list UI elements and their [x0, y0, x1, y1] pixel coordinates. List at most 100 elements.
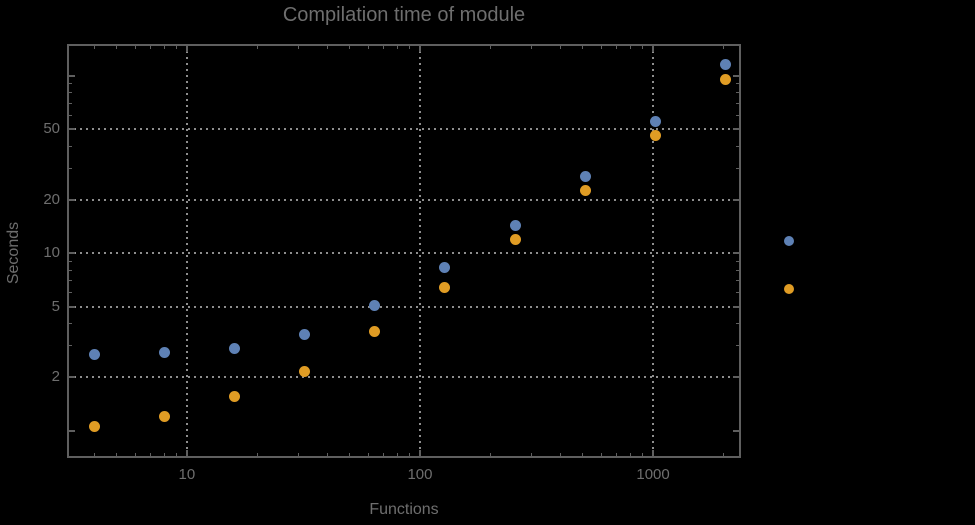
- legend-marker-series-2: [784, 284, 794, 294]
- x-tick: [489, 453, 491, 457]
- x-tick: [641, 45, 643, 49]
- x-tick: [175, 45, 177, 49]
- y-tick: [736, 92, 740, 94]
- x-tick: [383, 45, 385, 49]
- x-tick: [134, 453, 136, 457]
- data-point-series-1: [158, 347, 170, 359]
- y-tick-label: 5: [51, 297, 60, 315]
- x-tick: [722, 453, 724, 457]
- x-tick: [408, 453, 410, 457]
- x-tick: [629, 453, 631, 457]
- chart-title: Compilation time of module: [282, 4, 526, 26]
- x-tick: [185, 45, 188, 52]
- plot-frame: [67, 44, 741, 458]
- x-tick: [489, 45, 491, 49]
- x-tick: [150, 45, 152, 49]
- data-point-series-2: [158, 411, 170, 423]
- y-tick: [68, 429, 75, 432]
- y-tick: [733, 198, 740, 201]
- x-tick: [408, 45, 410, 49]
- gridline-x: [185, 45, 188, 457]
- gridline-y: [68, 252, 740, 255]
- y-tick: [68, 260, 72, 262]
- data-point-series-2: [299, 366, 311, 378]
- x-tick: [652, 450, 655, 457]
- data-point-series-2: [579, 185, 591, 197]
- data-point-series-1: [228, 343, 240, 355]
- gridline-y: [68, 128, 740, 131]
- data-point-series-2: [439, 282, 451, 294]
- y-tick-label: 2: [51, 368, 60, 386]
- x-tick-label: 100: [407, 466, 433, 483]
- x-tick: [616, 453, 618, 457]
- x-tick: [256, 45, 258, 49]
- x-tick: [93, 453, 95, 457]
- y-tick: [68, 168, 72, 169]
- y-tick: [736, 168, 740, 169]
- y-tick: [68, 305, 75, 308]
- y-tick: [68, 323, 72, 325]
- x-tick: [722, 45, 724, 49]
- x-tick: [582, 45, 584, 49]
- data-point-series-2: [88, 421, 100, 433]
- data-point-series-1: [439, 262, 451, 274]
- y-tick: [736, 269, 740, 271]
- x-tick: [93, 45, 95, 49]
- x-tick-label: 1000: [636, 466, 670, 483]
- y-tick: [68, 145, 72, 147]
- y-tick: [68, 292, 72, 294]
- y-tick-label: 50: [43, 120, 60, 138]
- y-tick: [736, 345, 740, 347]
- y-tick: [736, 280, 740, 282]
- x-tick: [116, 45, 118, 49]
- gridline-y: [68, 305, 740, 308]
- y-tick: [733, 128, 740, 131]
- data-point-series-1: [299, 328, 311, 340]
- y-tick: [736, 83, 740, 85]
- x-tick: [383, 453, 385, 457]
- y-tick: [68, 376, 75, 379]
- y-tick: [733, 429, 740, 432]
- y-tick: [736, 292, 740, 294]
- y-tick: [736, 102, 740, 104]
- x-tick-label: 10: [178, 466, 196, 483]
- x-axis-label: Functions: [369, 501, 439, 518]
- data-point-series-2: [228, 391, 240, 403]
- x-tick: [175, 453, 177, 457]
- gridline-x: [652, 45, 655, 457]
- data-point-series-2: [509, 234, 521, 246]
- data-point-series-1: [649, 116, 661, 128]
- x-tick: [116, 453, 118, 457]
- y-tick: [68, 269, 72, 271]
- x-tick: [530, 45, 532, 49]
- y-tick: [68, 114, 72, 116]
- x-tick: [349, 45, 351, 49]
- y-tick-label: 20: [43, 190, 60, 208]
- x-tick: [418, 450, 421, 457]
- x-tick: [652, 45, 655, 52]
- x-tick: [134, 45, 136, 49]
- y-tick: [733, 74, 740, 77]
- x-tick: [530, 453, 532, 457]
- gridline-y: [68, 198, 740, 201]
- y-tick: [736, 114, 740, 116]
- x-tick: [641, 453, 643, 457]
- gridline-x: [418, 45, 421, 457]
- y-tick: [68, 74, 75, 77]
- x-tick: [349, 453, 351, 457]
- x-tick: [163, 45, 165, 49]
- x-tick: [559, 453, 561, 457]
- y-tick: [733, 376, 740, 379]
- y-tick: [736, 260, 740, 262]
- y-tick: [68, 345, 72, 347]
- x-tick: [297, 453, 299, 457]
- y-tick: [68, 102, 72, 104]
- x-tick: [616, 45, 618, 49]
- legend-marker-series-1: [784, 236, 794, 246]
- x-tick: [600, 45, 602, 49]
- data-point-series-1: [369, 299, 381, 311]
- x-tick: [185, 450, 188, 457]
- data-point-series-2: [649, 130, 661, 142]
- gridline-y: [68, 376, 740, 379]
